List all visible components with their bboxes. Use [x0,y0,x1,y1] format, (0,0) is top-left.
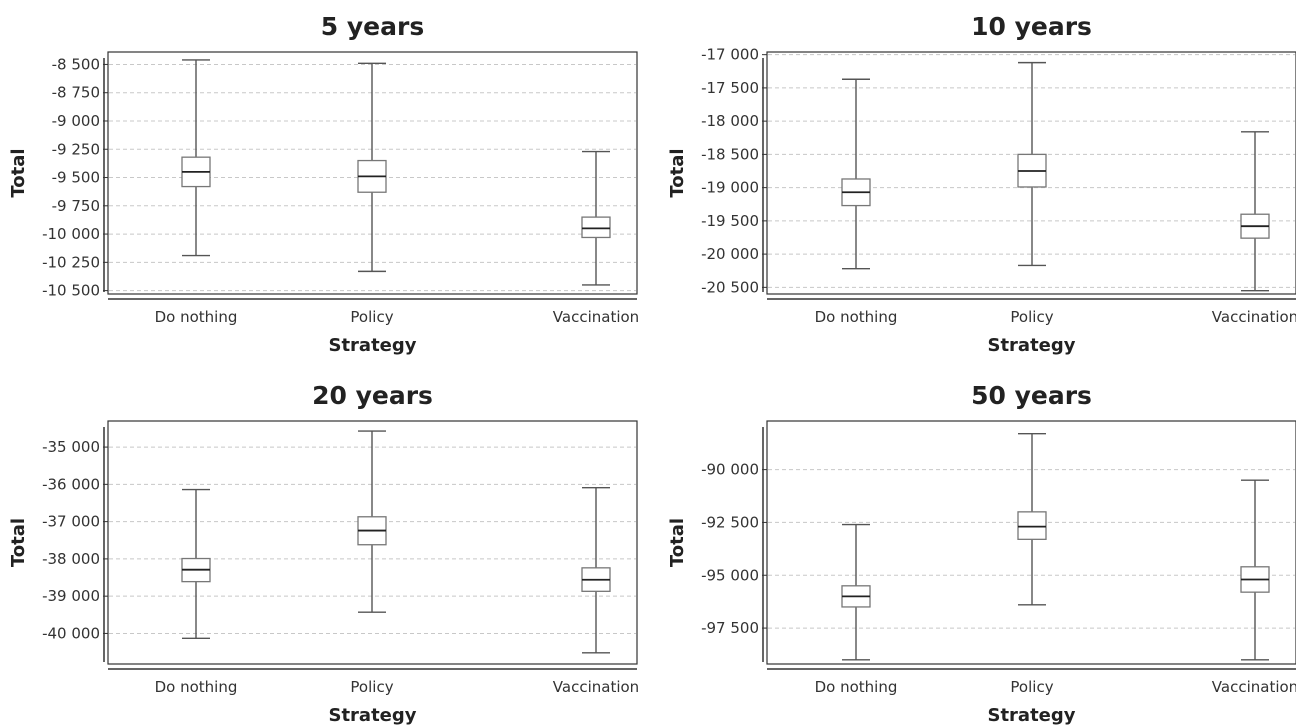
y-tick-label: -9 500 [52,169,100,187]
box-policy [1017,432,1047,606]
x-tick-label: Vaccination [553,678,639,696]
y-axis-label: Total [667,518,688,567]
x-tick-label: Policy [350,308,393,326]
iqr-box [581,216,611,239]
iqr-box [1017,511,1047,540]
y-tick-label: -90 000 [701,461,759,479]
panel-title: 10 years [971,12,1092,41]
y-axis-label: Total [667,148,688,197]
y-tick-label: -9 750 [52,197,100,215]
x-axis-label: Strategy [328,705,416,726]
panel-50-years: -90 000 -92 500 -95 000 -97 500 Do nothing Po… [667,381,1296,726]
y-axis-label: Total [8,148,29,197]
x-tick-label: Policy [1010,308,1053,326]
y-tick-label: -19 000 [701,179,759,197]
y-tick-label: -37 000 [42,513,100,531]
x-tick-label: Do nothing [155,678,238,696]
y-tick-label: -9 250 [52,140,100,158]
y-tick-label: -17 500 [701,79,759,97]
box-policy [1017,61,1047,267]
y-tick-label: -10 500 [42,282,100,300]
x-tick-label: Policy [350,678,393,696]
x-tick-label: Do nothing [815,678,898,696]
y-tick-label: -36 000 [42,475,100,493]
x-tick-label: Do nothing [155,308,238,326]
y-axis-label: Total [8,518,29,567]
panel-20-years: -35 000 -36 000 -37 000 -38 000 -39 000 -40 0… [8,381,639,726]
plot-frame [766,420,1296,665]
y-tick-label: -18 500 [701,145,759,163]
y-tick-label: -97 500 [701,619,759,637]
y-tick-label: -38 000 [42,550,100,568]
y-tick-label: -39 000 [42,587,100,605]
x-axis-label: Strategy [328,335,416,356]
plot-frame [107,51,638,295]
x-axis-label: Strategy [987,705,1075,726]
y-tick-label: -8 750 [52,84,100,102]
y-tick-label: -10 250 [42,253,100,271]
y-tick-label: -9 000 [52,112,100,130]
x-tick-label: Policy [1010,678,1053,696]
x-axis-label: Strategy [987,335,1075,356]
y-tick-label: -8 500 [52,55,100,73]
box-do-nothing [841,78,871,270]
x-tick-label: Vaccination [1212,308,1296,326]
plot-frame [766,51,1296,295]
x-tick-label: Vaccination [553,308,639,326]
y-tick-label: -20 000 [701,245,759,263]
panel-10-years: -17 000 -17 500 -18 000 -18 500 -19 000 -19 5… [667,12,1296,356]
plot-frame [107,420,638,665]
x-tick-label: Vaccination [1212,678,1296,696]
box-policy [357,430,387,613]
box-vaccination [1240,479,1270,661]
panel-title: 20 years [312,381,433,410]
y-tick-label: -20 500 [701,278,759,296]
box-do-nothing [181,59,211,257]
y-tick-label: -95 000 [701,566,759,584]
y-tick-label: -35 000 [42,438,100,456]
y-tick-label: -92 500 [701,513,759,531]
box-vaccination [581,487,611,654]
box-do-nothing [181,488,211,639]
panel-title: 50 years [971,381,1092,410]
panel-title: 5 years [321,12,424,41]
panel-5-years: -8 500 -8 750 -9 000 -9 250 -9 500 -9 750 -10 … [8,12,639,356]
y-tick-label: -10 000 [42,225,100,243]
box-vaccination [581,150,611,286]
box-policy [357,62,387,273]
box-do-nothing [841,523,871,661]
box-vaccination [1240,131,1270,292]
y-tick-label: -19 500 [701,212,759,230]
y-tick-label: -17 000 [701,46,759,64]
y-tick-label: -40 000 [42,624,100,642]
y-tick-label: -18 000 [701,112,759,130]
x-tick-label: Do nothing [815,308,898,326]
